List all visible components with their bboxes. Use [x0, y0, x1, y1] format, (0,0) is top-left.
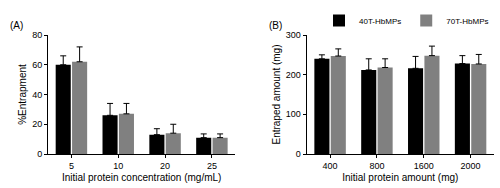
svg-text:10: 10	[113, 161, 123, 171]
svg-text:100: 100	[286, 109, 301, 119]
svg-text:%Entrapment: %Entrapment	[17, 64, 28, 125]
svg-text:800: 800	[369, 161, 384, 171]
svg-text:2000: 2000	[461, 161, 481, 171]
svg-text:(A): (A)	[10, 20, 23, 31]
svg-text:20: 20	[32, 119, 42, 129]
svg-text:1600: 1600	[414, 161, 434, 171]
svg-text:Entraped amount (mg): Entraped amount (mg)	[271, 44, 282, 144]
svg-text:Initial protein amount (mg): Initial protein amount (mg)	[342, 172, 458, 183]
svg-text:(B): (B)	[269, 20, 282, 31]
svg-text:20: 20	[160, 161, 170, 171]
svg-text:0: 0	[37, 149, 42, 159]
svg-text:80: 80	[32, 30, 42, 40]
svg-text:Initial protein concentration: Initial protein concentration (mg/mL)	[62, 172, 222, 183]
svg-text:400: 400	[323, 161, 338, 171]
svg-text:40T-HbMPs: 40T-HbMPs	[359, 17, 401, 26]
svg-text:60: 60	[32, 60, 42, 70]
svg-text:70T-HbMPs: 70T-HbMPs	[446, 17, 488, 26]
svg-text:0: 0	[296, 149, 301, 159]
svg-text:25: 25	[207, 161, 217, 171]
svg-text:300: 300	[286, 30, 301, 40]
svg-text:5: 5	[69, 161, 74, 171]
svg-text:200: 200	[286, 70, 301, 80]
svg-text:40: 40	[32, 90, 42, 100]
